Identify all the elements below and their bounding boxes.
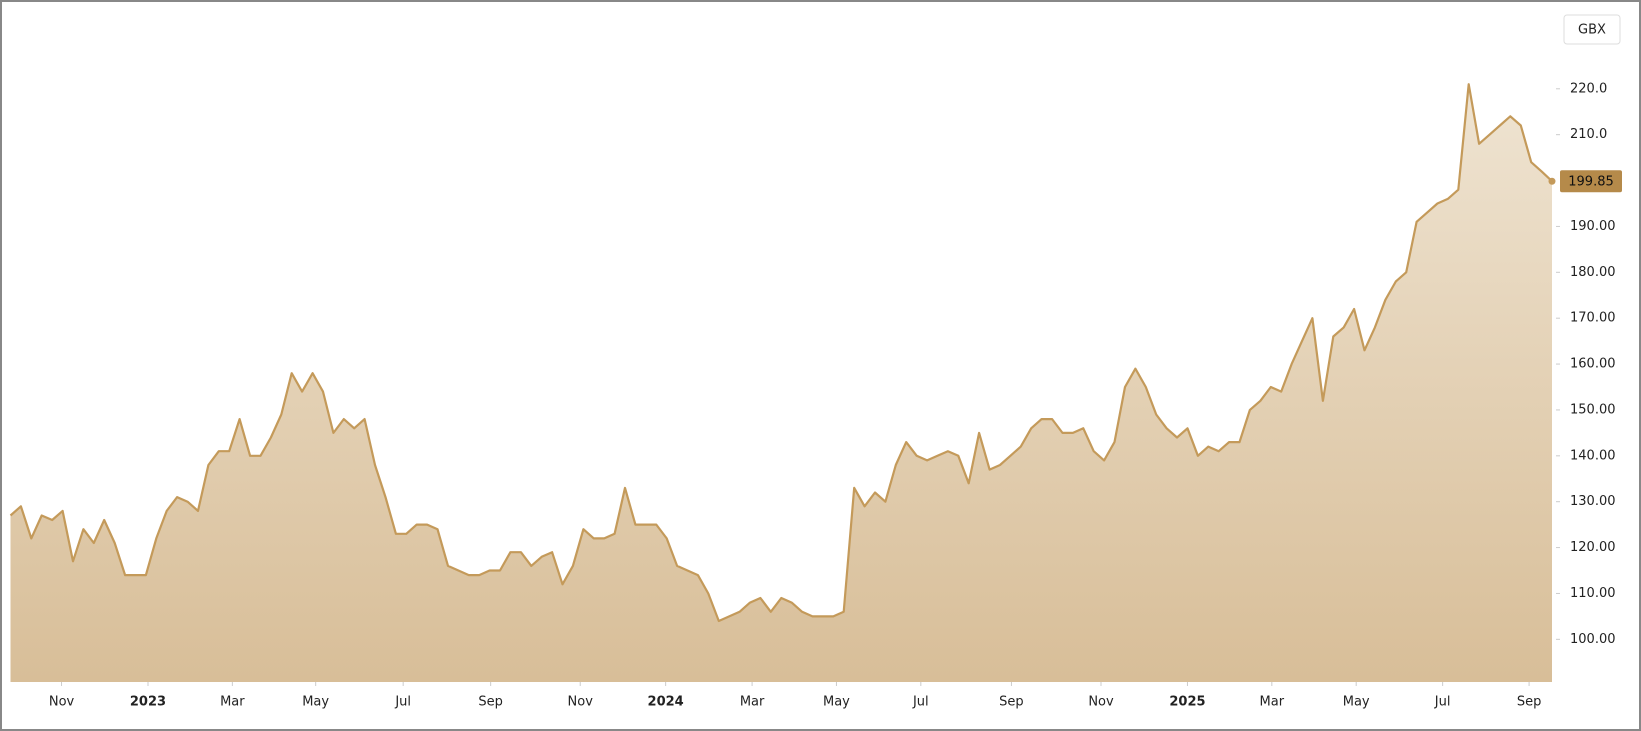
price-line [9,83,1553,623]
y-tick-label: 100.00 [1570,632,1616,647]
x-tick-label: Sep [999,695,1024,710]
x-tick-label: Nov [568,695,594,710]
currency-box[interactable] [1563,14,1621,45]
last-point [1548,177,1556,185]
x-tick-label: 2023 [130,695,166,710]
y-tick-label: 130.00 [1570,494,1616,509]
y-tick-label: 160.00 [1570,357,1616,372]
y-tick-label: 140.00 [1570,448,1616,463]
last-price-label: 199.85 [1568,175,1614,190]
x-tick-label: Nov [49,695,75,710]
x-tick-label: Mar [740,695,765,710]
x-tick-label: May [1343,695,1370,710]
x-tick-label: Sep [478,695,503,710]
currency-button[interactable]: GBX [1563,14,1621,45]
currency-label[interactable]: GBX [1578,23,1606,38]
y-tick-label: 170.00 [1570,311,1616,326]
x-tick-label: May [823,695,850,710]
y-tick-label: 210.0 [1570,127,1607,142]
y-tick-label: 180.00 [1570,265,1616,280]
x-tick-label: Jul [1434,695,1451,710]
area-fill [10,84,1552,682]
x-tick-label: Mar [1260,695,1285,710]
x-tick-label: Mar [220,695,245,710]
y-tick-label: 220.0 [1570,81,1607,96]
last-price-box [1560,170,1622,193]
y-tick-label: 110.00 [1570,586,1616,601]
y-tick-label: 150.00 [1570,402,1616,417]
x-tick-label: Nov [1088,695,1114,710]
x-tick-label: Sep [1517,695,1542,710]
x-tick-label: 2024 [648,695,684,710]
x-tick-label: 2025 [1169,695,1205,710]
x-tick-label: Jul [394,695,411,710]
y-tick-label: 120.00 [1570,540,1616,555]
y-tick-label: 190.00 [1570,219,1616,234]
x-tick-label: Jul [912,695,929,710]
x-tick-label: May [302,695,329,710]
